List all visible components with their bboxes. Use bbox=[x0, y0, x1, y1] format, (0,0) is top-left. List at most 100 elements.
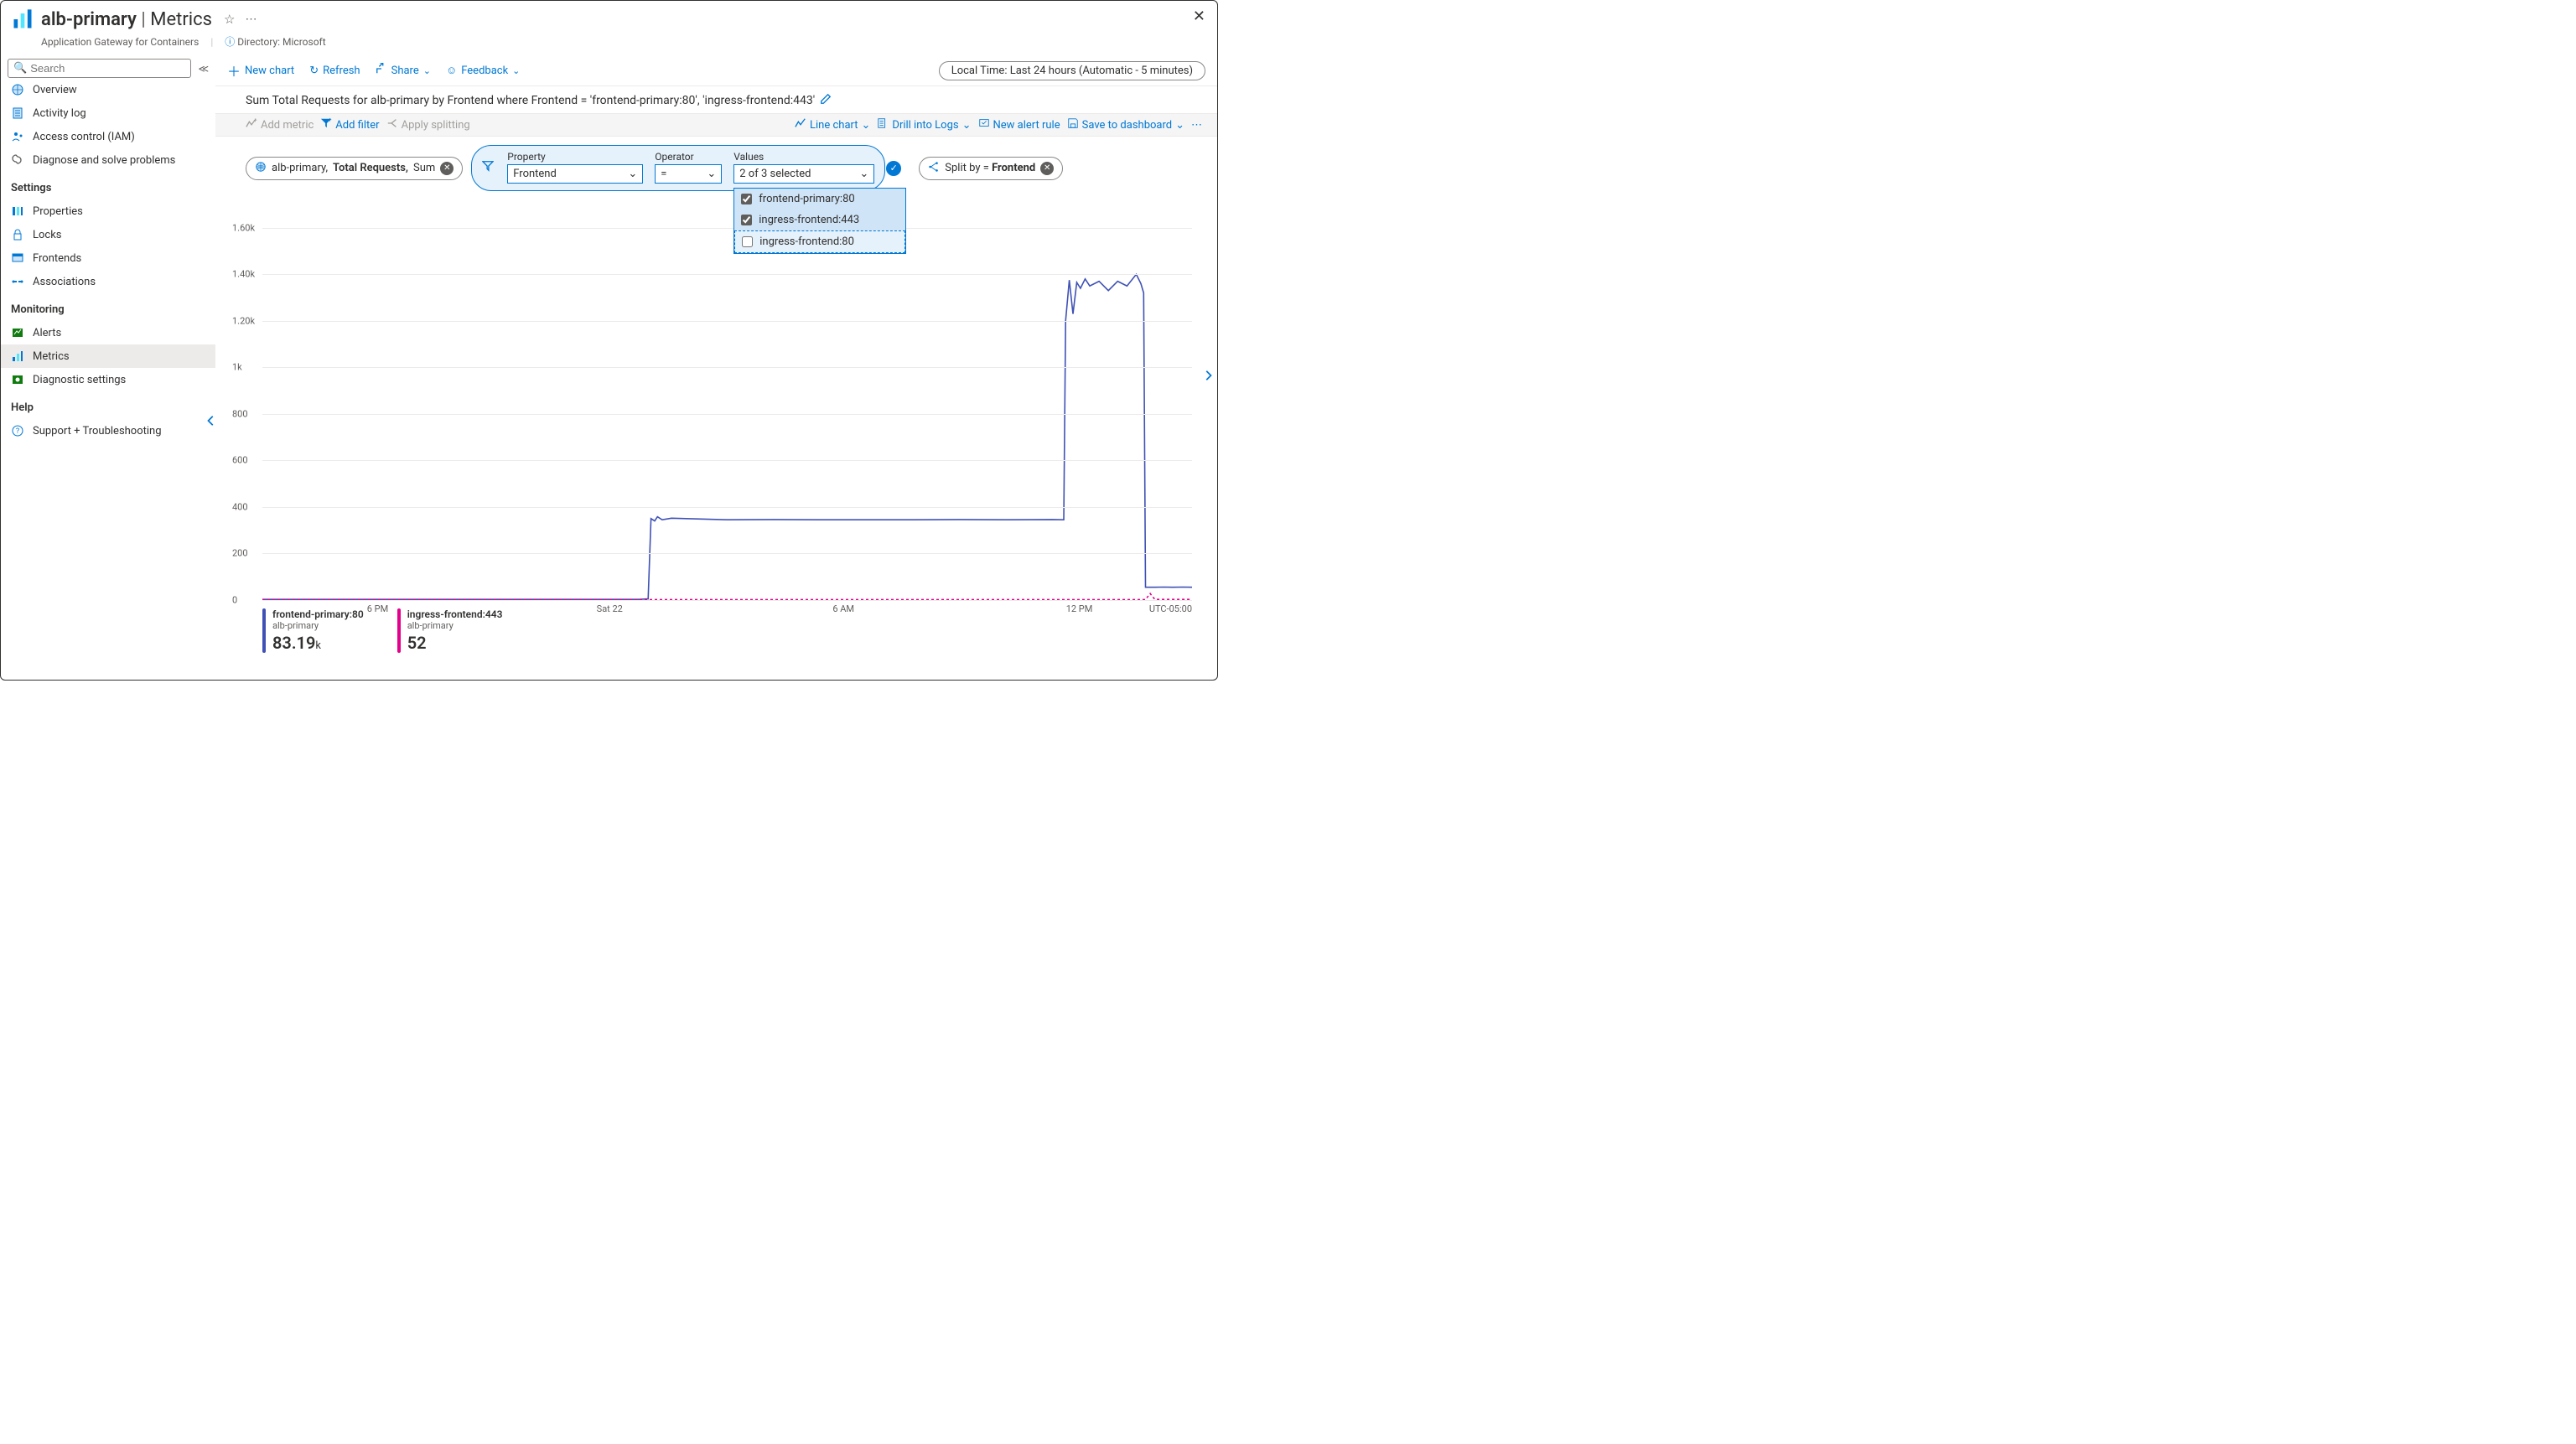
sidebar-item-label: Alerts bbox=[33, 327, 61, 339]
filter-value-option[interactable]: ingress-frontend:443 bbox=[734, 210, 905, 230]
remove-metric-icon[interactable]: ✕ bbox=[440, 162, 454, 175]
x-axis-label: 6 AM bbox=[832, 603, 854, 614]
edit-pencil-icon[interactable] bbox=[820, 93, 832, 108]
share-button[interactable]: Share ⌄ bbox=[376, 63, 431, 78]
expand-pane-right-icon[interactable] bbox=[1202, 369, 1214, 385]
y-axis-label: 1.40k bbox=[232, 269, 255, 280]
add-filter-button[interactable]: + Add filter bbox=[320, 117, 379, 132]
y-axis-label: 1.60k bbox=[232, 222, 255, 233]
apply-splitting-button[interactable]: Apply splitting bbox=[386, 117, 470, 132]
chart-actions-bar: + Add metric + Add filter Apply splittin… bbox=[215, 113, 1217, 137]
sidebar-item-label: Diagnostic settings bbox=[33, 374, 126, 386]
sidebar-item-label: Locks bbox=[33, 229, 62, 241]
legend-series-name: frontend-primary:80 bbox=[272, 608, 364, 620]
sidebar-item-label: Frontends bbox=[33, 252, 81, 265]
metric-add-icon: + bbox=[246, 117, 257, 132]
sidebar-search[interactable]: 🔍 bbox=[8, 59, 191, 78]
new-chart-button[interactable]: ＋ New chart bbox=[227, 60, 294, 80]
x-axis-label: 6 PM bbox=[367, 603, 388, 614]
drill-logs-button[interactable]: Drill into Logs ⌄ bbox=[877, 117, 971, 132]
chevron-down-icon: ⌄ bbox=[707, 168, 716, 180]
diagsettings-icon bbox=[11, 373, 24, 386]
values-select[interactable]: 2 of 3 selected⌄ bbox=[733, 164, 874, 184]
operator-select[interactable]: =⌄ bbox=[655, 164, 722, 184]
support-icon: ? bbox=[11, 424, 24, 437]
metric-pill[interactable]: alb-primary, Total Requests, Sum ✕ bbox=[246, 157, 463, 180]
sidebar-item-diagnostic-settings[interactable]: Diagnostic settings bbox=[1, 368, 215, 391]
filter-value-label: ingress-frontend:80 bbox=[759, 235, 854, 248]
alert-rule-icon bbox=[978, 117, 990, 132]
sidebar-item-diagnose-and-solve-problems[interactable]: Diagnose and solve problems bbox=[1, 148, 215, 172]
chart-area: 02004006008001k1.20k1.40k1.60k6 PMSat 22… bbox=[262, 204, 1192, 600]
refresh-icon: ↻ bbox=[309, 65, 319, 77]
save-icon bbox=[1067, 117, 1079, 132]
checkbox[interactable] bbox=[742, 236, 753, 247]
checkbox[interactable] bbox=[741, 215, 752, 225]
confirm-filter-icon[interactable]: ✓ bbox=[886, 161, 901, 176]
sidebar-item-label: Activity log bbox=[33, 107, 86, 120]
y-axis-label: 800 bbox=[232, 408, 248, 419]
gridline bbox=[262, 321, 1192, 322]
sidebar-item-properties[interactable]: Properties bbox=[1, 199, 215, 223]
split-icon bbox=[386, 117, 398, 132]
sidebar-section-title: Settings bbox=[1, 172, 215, 199]
filter-value-label: ingress-frontend:443 bbox=[759, 214, 859, 226]
filter-value-option[interactable]: ingress-frontend:80 bbox=[734, 230, 905, 253]
sidebar-item-alerts[interactable]: Alerts bbox=[1, 321, 215, 344]
time-range-picker[interactable]: Local Time: Last 24 hours (Automatic - 5… bbox=[939, 61, 1205, 80]
header-subtitle: Application Gateway for Containers | ⓘ D… bbox=[1, 34, 1217, 55]
sidebar-item-associations[interactable]: Associations bbox=[1, 270, 215, 293]
funnel-icon bbox=[482, 160, 495, 175]
refresh-button[interactable]: ↻ Refresh bbox=[309, 65, 360, 77]
add-metric-button[interactable]: + Add metric bbox=[246, 117, 314, 132]
more-icon[interactable]: ⋯ bbox=[245, 13, 257, 26]
sidebar-item-activity-log[interactable]: Activity log bbox=[1, 101, 215, 125]
overview-icon bbox=[11, 83, 24, 96]
logs-icon bbox=[877, 117, 889, 132]
gridline bbox=[262, 460, 1192, 461]
chevron-down-icon: ⌄ bbox=[628, 168, 637, 180]
collapse-sidebar-icon[interactable]: ≪ bbox=[198, 63, 209, 75]
sidebar-item-frontends[interactable]: Frontends bbox=[1, 246, 215, 270]
more-actions-icon[interactable]: ⋯ bbox=[1191, 119, 1204, 132]
legend-item[interactable]: ingress-frontend:443alb-primary52 bbox=[397, 608, 503, 653]
filter-value-option[interactable]: frontend-primary:80 bbox=[734, 189, 905, 210]
property-select[interactable]: Frontend⌄ bbox=[507, 164, 643, 184]
save-dashboard-button[interactable]: Save to dashboard ⌄ bbox=[1067, 117, 1184, 132]
sidebar-item-overview[interactable]: Overview bbox=[1, 78, 215, 101]
share-icon bbox=[376, 63, 387, 78]
split-by-pill[interactable]: Split by = Frontend ✕ bbox=[919, 157, 1063, 180]
legend-scope: alb-primary bbox=[272, 620, 364, 631]
remove-split-icon[interactable]: ✕ bbox=[1040, 162, 1054, 175]
gridline bbox=[262, 274, 1192, 275]
sidebar-item-locks[interactable]: Locks bbox=[1, 223, 215, 246]
new-alert-button[interactable]: New alert rule bbox=[978, 117, 1060, 132]
plus-icon: ＋ bbox=[227, 60, 241, 80]
search-input[interactable] bbox=[30, 62, 185, 75]
sidebar-section-title: Monitoring bbox=[1, 293, 215, 321]
metrics-icon bbox=[11, 349, 24, 363]
checkbox[interactable] bbox=[741, 194, 752, 204]
feedback-button[interactable]: ☺ Feedback ⌄ bbox=[446, 64, 520, 77]
sidebar-item-access-control-iam-[interactable]: Access control (IAM) bbox=[1, 125, 215, 148]
y-axis-label: 1k bbox=[232, 362, 242, 373]
sidebar-item-metrics[interactable]: Metrics bbox=[1, 344, 215, 368]
favorite-star-icon[interactable]: ☆ bbox=[224, 12, 235, 27]
line-chart-icon bbox=[795, 117, 806, 132]
locks-icon bbox=[11, 228, 24, 241]
legend-item[interactable]: frontend-primary:80alb-primary83.19k bbox=[262, 608, 364, 653]
gridline bbox=[262, 228, 1192, 229]
gridline bbox=[262, 414, 1192, 415]
metrics-toolbar: ＋ New chart ↻ Refresh Share ⌄ ☺ Feedback bbox=[215, 55, 1217, 86]
sidebar-item-support-troubleshooting[interactable]: ?Support + Troubleshooting bbox=[1, 419, 215, 443]
chevron-down-icon: ⌄ bbox=[512, 65, 520, 76]
close-icon[interactable]: ✕ bbox=[1193, 8, 1205, 25]
sidebar: 🔍 ≪ Overview Activity log Access control (… bbox=[1, 55, 215, 681]
chevron-down-icon: ⌄ bbox=[423, 65, 431, 76]
legend-color-swatch bbox=[397, 608, 401, 653]
gridline bbox=[262, 553, 1192, 554]
y-axis-label: 0 bbox=[232, 595, 237, 606]
frontends-icon bbox=[11, 251, 24, 265]
chart-type-dropdown[interactable]: Line chart ⌄ bbox=[795, 117, 870, 132]
chevron-down-icon: ⌄ bbox=[859, 168, 868, 180]
